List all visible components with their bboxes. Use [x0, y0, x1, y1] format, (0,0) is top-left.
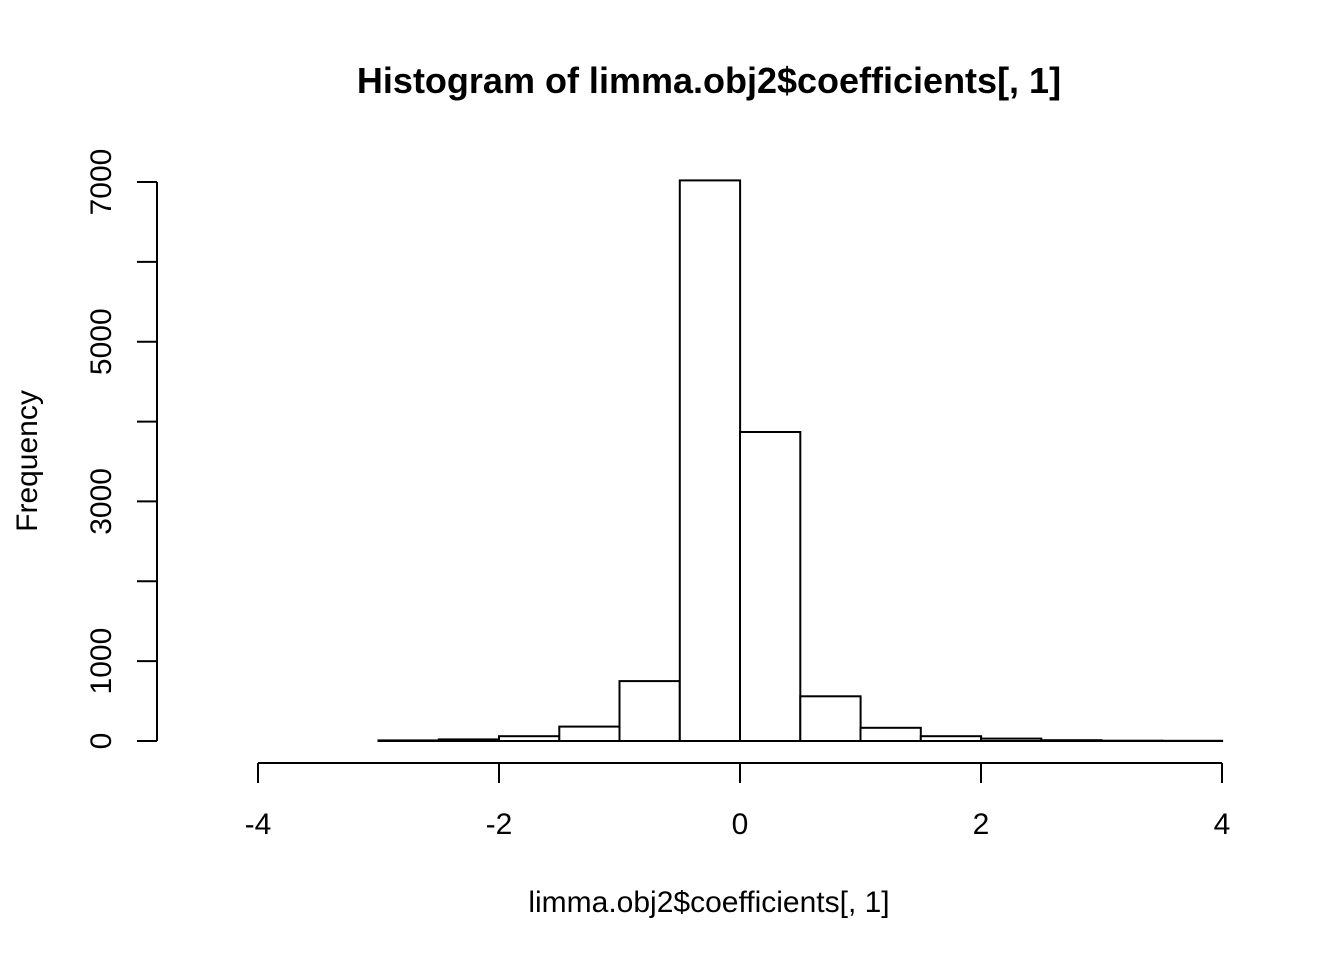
histogram-bar: [919, 735, 983, 743]
histogram-bar: [739, 431, 802, 742]
y-tick-label: 7000: [85, 149, 118, 216]
x-axis-label: limma.obj2$coefficients[, 1]: [528, 886, 889, 919]
histogram-bar: [437, 738, 501, 743]
chart-title: Histogram of limma.obj2$coefficients[, 1…: [357, 60, 1061, 101]
histogram-bar: [498, 735, 561, 743]
x-tick-label: 4: [1214, 808, 1231, 841]
histogram-bar: [980, 737, 1043, 742]
x-tick-label: -2: [486, 808, 513, 841]
histogram-bar: [859, 726, 922, 742]
y-tick-label: 5000: [85, 308, 118, 375]
y-tick-label: 0: [85, 733, 118, 750]
y-axis-label: Frequency: [11, 390, 44, 532]
histogram-bar: [678, 179, 742, 742]
x-tick-label: -4: [245, 808, 272, 841]
histogram-bar: [618, 680, 681, 742]
x-tick-label: 2: [973, 808, 990, 841]
histogram-bar: [377, 739, 440, 743]
histogram-bar: [1040, 739, 1103, 743]
histogram-bar: [799, 695, 862, 742]
y-tick-label: 3000: [85, 468, 118, 535]
x-tick-label: 0: [732, 808, 749, 841]
y-tick-label: 1000: [85, 628, 118, 695]
bars-group: [377, 179, 1224, 743]
x-axis: -4 -2 0 2 4: [245, 762, 1231, 841]
y-axis: 0 1000 3000 5000 7000: [85, 149, 158, 750]
histogram-bar: [558, 725, 621, 742]
